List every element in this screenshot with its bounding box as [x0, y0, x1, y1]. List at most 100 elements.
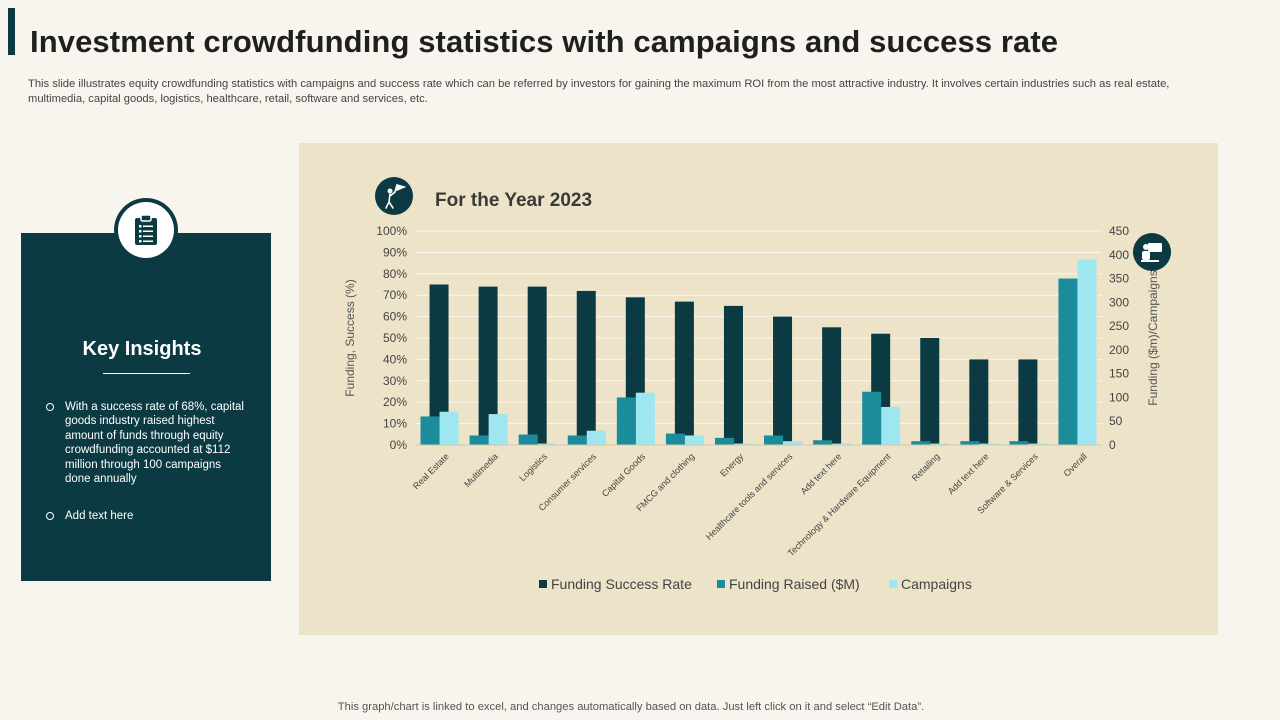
icon-part [387, 188, 393, 194]
flag-person-icon [375, 177, 413, 215]
y2-tick-label: 300 [1109, 295, 1129, 309]
title-accent-bar [8, 8, 15, 55]
x-tick-label: Add text here [799, 451, 844, 496]
y2-tick-label: 400 [1109, 248, 1129, 262]
y2-tick-label: 100 [1109, 390, 1129, 404]
icon-part [1142, 251, 1150, 260]
insight-text: Add text here [65, 510, 134, 523]
y-tick-label: 20% [383, 395, 407, 409]
icon-part [1143, 244, 1149, 250]
bar-funding-success-rate [723, 305, 743, 445]
bar-campaigns [1028, 443, 1048, 445]
icon-part [385, 184, 398, 209]
y-tick-label: 70% [383, 288, 407, 302]
bullet-icon [46, 512, 54, 521]
bullet-icon [46, 403, 54, 411]
bar-funding-raised [911, 441, 931, 445]
y-tick-label: 50% [383, 331, 407, 345]
bar-campaigns [979, 443, 999, 445]
bar-campaigns [488, 414, 508, 445]
y2-tick-label: 350 [1109, 272, 1129, 286]
page-subtitle: This slide illustrates equity crowdfundi… [28, 78, 1170, 105]
bar-campaigns [783, 441, 803, 445]
chart-title: For the Year 2023 [435, 190, 592, 211]
icon-part [396, 184, 407, 191]
x-tick-label: Healthcare tools and services [704, 451, 795, 542]
list-item: Add text here [46, 509, 246, 523]
bar-campaigns [881, 406, 901, 445]
legend-label: Campaigns [901, 576, 972, 592]
legend-swatch [539, 580, 547, 588]
bar-campaigns [733, 443, 753, 445]
presenter-glyph [1141, 243, 1162, 262]
y2-tick-label: 150 [1109, 367, 1129, 381]
legend-swatch [717, 580, 725, 588]
bar-funding-raised [567, 435, 587, 445]
flag-person-glyph [385, 184, 407, 209]
y-tick-label: 90% [383, 245, 407, 259]
bar-funding-success-rate [920, 338, 940, 445]
bar-funding-raised [469, 435, 489, 445]
x-tick-label: Capital Goods [600, 451, 648, 499]
x-tick-label: Logistics [517, 451, 549, 483]
x-tick-label: Retailing [910, 451, 942, 483]
x-tick-label: Overall [1062, 451, 1089, 478]
x-tick-label: Multimedia [462, 451, 500, 489]
bar-funding-success-rate [822, 327, 842, 445]
x-tick-label: Add text here [946, 451, 991, 496]
bar-funding-success-rate [1018, 359, 1038, 445]
bar-funding-raised [616, 397, 636, 445]
legend-label: Funding Success Rate [551, 576, 692, 592]
bar-funding-success-rate [773, 316, 793, 445]
bar-funding-success-rate [429, 284, 449, 445]
bar-campaigns [537, 443, 557, 445]
y-tick-label: 30% [383, 374, 407, 388]
bar-funding-success-rate [576, 290, 596, 445]
bar-funding-raised [714, 437, 734, 445]
footer-note: This graph/chart is linked to excel, and… [337, 701, 925, 713]
legend-label: Funding Raised ($M) [729, 576, 860, 592]
x-tick-label: Real Estate [411, 451, 451, 491]
bar-funding-raised [420, 416, 440, 445]
bar-campaigns [635, 392, 655, 445]
insights-heading: Key Insights [82, 338, 202, 360]
legend-swatch [889, 580, 897, 588]
bar-campaigns [930, 443, 950, 445]
insight-text: With a success rate of 68%, capital good… [65, 401, 244, 486]
bar-funding-raised [764, 435, 784, 445]
bar-funding-success-rate [478, 286, 498, 445]
clipboard-icon [118, 202, 174, 258]
y-axis-title: Funding, Success (%) [343, 279, 357, 396]
page-title: Investment crowdfunding statistics with … [30, 24, 1059, 59]
y2-tick-label: 200 [1109, 343, 1129, 357]
bar-funding-raised [518, 434, 538, 445]
bar-funding-raised [1009, 441, 1029, 445]
y2-tick-label: 50 [1109, 414, 1123, 428]
bar-funding-raised [960, 441, 980, 445]
insights-divider [103, 373, 190, 374]
y2-tick-label: 450 [1109, 224, 1129, 238]
bar-funding-success-rate [527, 286, 547, 445]
bar-funding-raised [813, 440, 833, 445]
y-tick-label: 80% [383, 267, 407, 281]
y-tick-label: 0% [390, 438, 408, 452]
key-insights-panel [21, 233, 271, 581]
bar-funding-success-rate [969, 359, 989, 445]
insights-list: With a success rate of 68%, capital good… [46, 400, 246, 547]
combo-bar-chart[interactable]: 0% 10% 20% 30% 40% 50% 60% 70% 80% 90% 100% 0 50 100 1… [299, 143, 1218, 635]
bar-campaigns [439, 411, 459, 445]
y2-tick-label: 0 [1109, 438, 1116, 452]
y-tick-label: 40% [383, 352, 407, 366]
y-tick-label: 10% [383, 417, 407, 431]
bar-campaigns [832, 443, 852, 445]
x-tick-label: Technology & Hardware Equipment [786, 451, 893, 558]
y2-tick-label: 250 [1109, 319, 1129, 333]
y2-axis-title: Funding ($m)/Campaigns [1146, 270, 1160, 405]
y-tick-label: 60% [383, 310, 407, 324]
bar-campaigns [586, 430, 606, 445]
list-item: With a success rate of 68%, capital good… [46, 400, 246, 486]
bar-funding-raised [862, 391, 882, 445]
bar-funding-raised [1058, 278, 1078, 445]
icon-part [1148, 243, 1162, 252]
x-tick-label: Energy [718, 451, 746, 479]
